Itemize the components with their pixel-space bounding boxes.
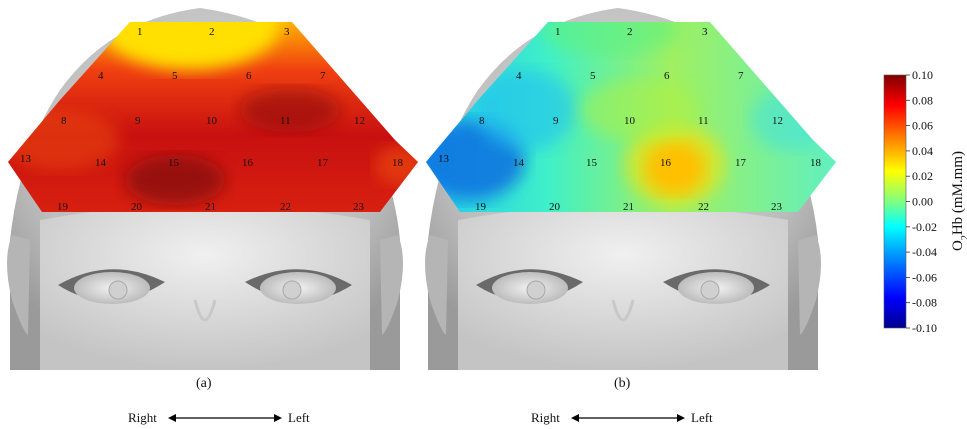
eye-right: [58, 269, 165, 304]
colorbar-tick-label: 0.06: [912, 119, 933, 133]
direction-left-label: Left: [288, 410, 310, 425]
channel-label: 17: [735, 157, 747, 169]
eye-left: [663, 269, 770, 304]
channel-label: 7: [738, 70, 744, 82]
activation-map-b: [426, 22, 836, 212]
channel-label: 9: [135, 115, 141, 127]
channel-label: 18: [810, 157, 822, 169]
eye-right: [476, 269, 583, 304]
channel-label: 13: [438, 153, 450, 165]
colorbar-tick-label: 0.00: [912, 195, 933, 209]
colorbar-tick-label: 0.04: [912, 144, 933, 158]
face: [40, 205, 370, 370]
left-ear: [7, 235, 30, 335]
colorbar: 0.10 0.08 0.06 0.04 0.02 0.00 -0.02 -0.04 -0.06 -…: [883, 68, 967, 335]
channel-label: 15: [168, 157, 180, 169]
channel-label: 22: [698, 201, 709, 213]
channel-label: 11: [280, 115, 291, 127]
channel-label: 2: [627, 26, 633, 38]
channel-label: 5: [590, 70, 596, 82]
channel-label: 14: [513, 157, 525, 169]
right-ear: [798, 235, 821, 335]
panel-caption: (b): [614, 376, 631, 391]
right-ear: [380, 235, 403, 335]
channel-label: 1: [137, 26, 143, 38]
channel-label: 17: [317, 157, 329, 169]
channel-label: 15: [586, 157, 598, 169]
face: [458, 205, 788, 370]
channel-label: 4: [516, 70, 522, 82]
channel-label: 8: [479, 115, 485, 127]
channel-label: 13: [20, 153, 32, 165]
channel-label: 3: [284, 26, 290, 38]
colorbar-label: O2Hb (mM.mm): [950, 151, 967, 251]
colorbar-tick-label: 0.02: [912, 169, 933, 183]
channel-label: 11: [698, 115, 709, 127]
channel-label: 21: [623, 201, 634, 213]
panel-a: 1 2 3 4 5 6 7 8 9 10 11 12 13 14 15 16 1…: [7, 8, 418, 425]
channel-label: 14: [95, 157, 107, 169]
channel-label: 7: [320, 70, 326, 82]
channel-label: 5: [172, 70, 178, 82]
left-ear: [425, 235, 448, 335]
channel-label: 20: [549, 201, 561, 213]
colorbar-tick-label: -0.04: [912, 245, 937, 259]
channel-label: 21: [205, 201, 216, 213]
channel-label: 1: [555, 26, 561, 38]
channel-label: 9: [553, 115, 559, 127]
channel-label: 16: [660, 157, 672, 169]
direction-right-label: Right: [531, 410, 560, 425]
channel-label: 18: [392, 157, 404, 169]
channel-label: 23: [771, 201, 783, 213]
channel-label: 6: [246, 70, 252, 82]
colorbar-tick-label: -0.02: [912, 220, 937, 234]
channel-label: 12: [354, 115, 365, 127]
panel-b: 1 2 3 4 5 6 7 8 9 10 11 12 13 14 15 16 1…: [425, 8, 836, 425]
direction-indicator: Right Left: [531, 410, 713, 425]
channel-label: 8: [61, 115, 67, 127]
eye-left: [245, 269, 352, 304]
channel-labels-a: 1 2 3 4 5 6 7 8 9 10 11 12 13 14 15 16 1…: [20, 26, 404, 213]
channel-label: 4: [98, 70, 104, 82]
channel-label: 20: [131, 201, 143, 213]
channel-labels-b: 1 2 3 4 5 6 7 8 9 10 11 12 13 14 15 16 1…: [438, 26, 822, 213]
channel-label: 10: [624, 115, 636, 127]
channel-label: 3: [702, 26, 708, 38]
channel-label: 22: [280, 201, 291, 213]
channel-label: 6: [664, 70, 670, 82]
colorbar-gradient: [883, 74, 907, 329]
channel-label: 19: [57, 201, 69, 213]
direction-left-label: Left: [691, 410, 713, 425]
direction-indicator: Right Left: [128, 410, 310, 425]
channel-label: 12: [772, 115, 783, 127]
channel-label: 23: [353, 201, 365, 213]
channel-label: 10: [206, 115, 218, 127]
colorbar-tick-label: 0.10: [912, 68, 933, 82]
channel-label: 19: [475, 201, 487, 213]
direction-right-label: Right: [128, 410, 157, 425]
colorbar-tick-label: -0.10: [912, 321, 937, 335]
colorbar-ticks: 0.10 0.08 0.06 0.04 0.02 0.00 -0.02 -0.04 -0.06 -…: [906, 68, 937, 335]
channel-label: 2: [209, 26, 215, 38]
colorbar-tick-label: -0.08: [912, 296, 937, 310]
channel-label: 16: [242, 157, 254, 169]
colorbar-tick-label: 0.08: [912, 93, 933, 107]
panel-caption: (a): [196, 376, 212, 391]
colorbar-tick-label: -0.06: [912, 270, 937, 284]
